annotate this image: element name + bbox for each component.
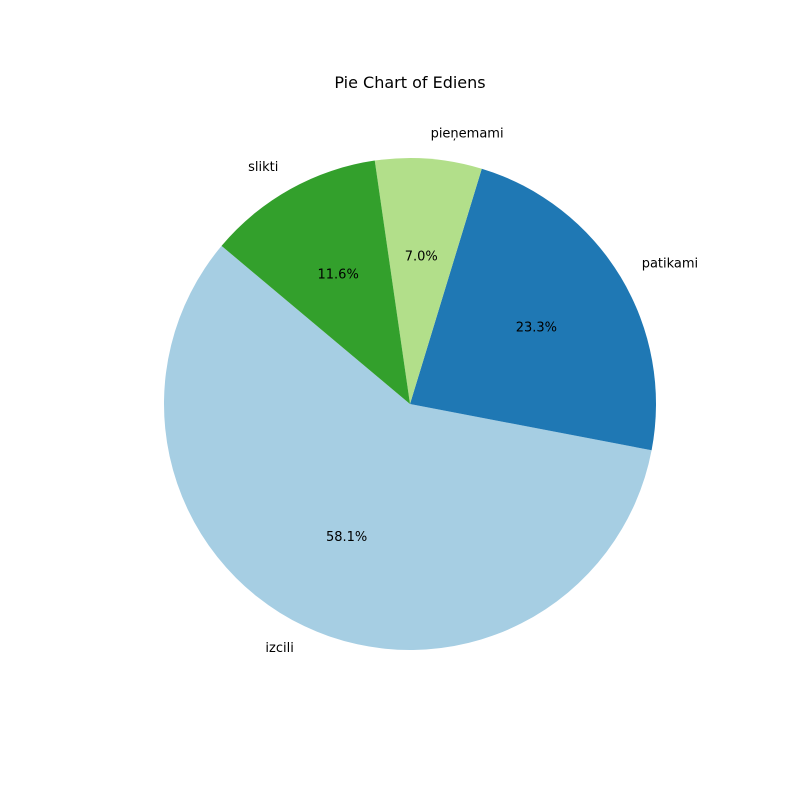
pie-slice-pieņemami (374, 158, 482, 404)
chart-title: Pie Chart of Ediens (334, 73, 485, 92)
pie-slices (164, 158, 656, 650)
pie-slice-slikti (221, 160, 410, 404)
percent-label-slikti: 11.6% (318, 268, 359, 283)
percent-label-izcili: 58.1% (326, 530, 367, 545)
percent-label-pieņemami: 7.0% (405, 249, 438, 264)
pie-labels: 58.1% izcili 23.3% patikami 7.0% pieņemami 11.… (248, 127, 698, 656)
slice-label-pieņemami: pieņemami (431, 127, 504, 142)
pie-slice-izcili (164, 245, 652, 650)
percent-label-patikami: 23.3% (516, 320, 557, 335)
slice-label-patikami: patikami (642, 257, 698, 272)
slice-label-izcili: izcili (265, 641, 293, 656)
pie-slice-patikami (410, 168, 656, 451)
slice-label-slikti: slikti (248, 160, 278, 175)
